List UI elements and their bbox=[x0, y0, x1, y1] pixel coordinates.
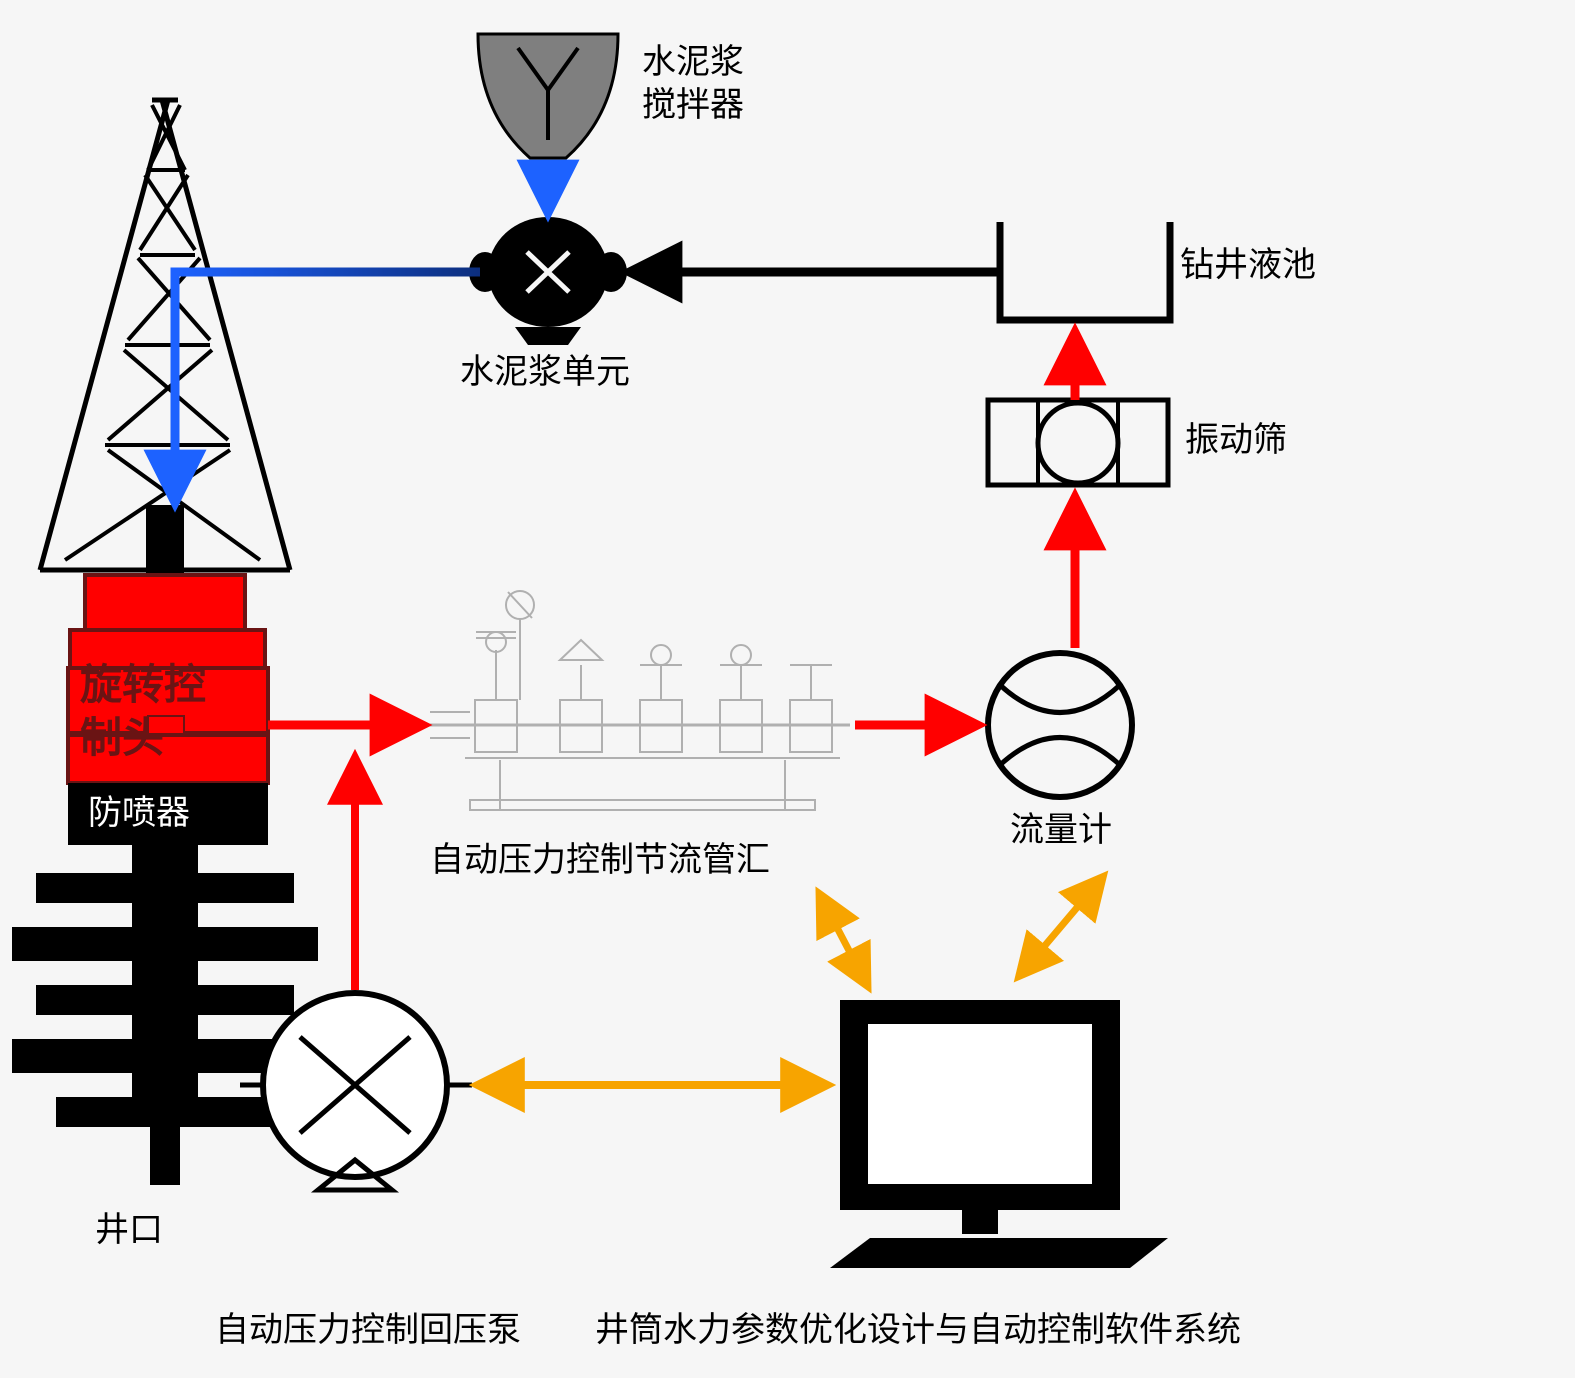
label-apc-manifold: 自动压力控制节流管汇 bbox=[430, 840, 770, 883]
label-wellhead: 井口 bbox=[95, 1210, 163, 1253]
label-rcd: 旋转控 制头 bbox=[80, 660, 206, 765]
computer-icon bbox=[830, 1000, 1168, 1268]
flow-meter-icon bbox=[988, 653, 1132, 797]
cement-pump-icon bbox=[469, 217, 627, 345]
label-bpp: 自动压力控制回压泵 bbox=[215, 1310, 521, 1353]
choke-manifold-icon bbox=[430, 591, 850, 810]
label-mud-pit: 钻井液池 bbox=[1180, 245, 1316, 288]
shale-shaker-icon bbox=[988, 400, 1168, 485]
mud-pit-icon bbox=[1000, 222, 1170, 320]
label-cement-unit: 水泥浆单元 bbox=[460, 352, 630, 395]
back-pressure-pump-icon bbox=[240, 993, 472, 1190]
label-shale-shaker: 振动筛 bbox=[1185, 420, 1287, 463]
mixer-icon bbox=[478, 34, 618, 158]
label-flowmeter: 流量计 bbox=[1010, 810, 1112, 853]
derrick-icon bbox=[40, 100, 290, 570]
diagram-svg bbox=[0, 0, 1575, 1378]
label-bop: 防喷器 bbox=[88, 793, 190, 836]
label-mixer: 水泥浆 搅拌器 bbox=[642, 42, 744, 127]
label-control-sys: 井筒水力参数优化设计与自动控制软件系统 bbox=[595, 1310, 1241, 1353]
diagram-stage: 水泥浆 搅拌器 水泥浆单元 钻井液池 振动筛 旋转控 制头 防喷器 自动压力控制… bbox=[0, 0, 1575, 1378]
